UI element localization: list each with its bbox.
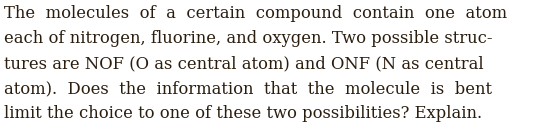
Text: each of nitrogen, fluorine, and oxygen. Two possible struc-: each of nitrogen, fluorine, and oxygen. … — [4, 30, 493, 47]
Text: The  molecules  of  a  certain  compound  contain  one  atom: The molecules of a certain compound cont… — [4, 5, 507, 22]
Text: limit the choice to one of these two possibilities? Explain.: limit the choice to one of these two pos… — [4, 105, 482, 122]
Text: atom).  Does  the  information  that  the  molecule  is  bent: atom). Does the information that the mol… — [4, 80, 492, 97]
Text: tures are NOF (O as central atom) and ONF (N as central: tures are NOF (O as central atom) and ON… — [4, 55, 483, 72]
